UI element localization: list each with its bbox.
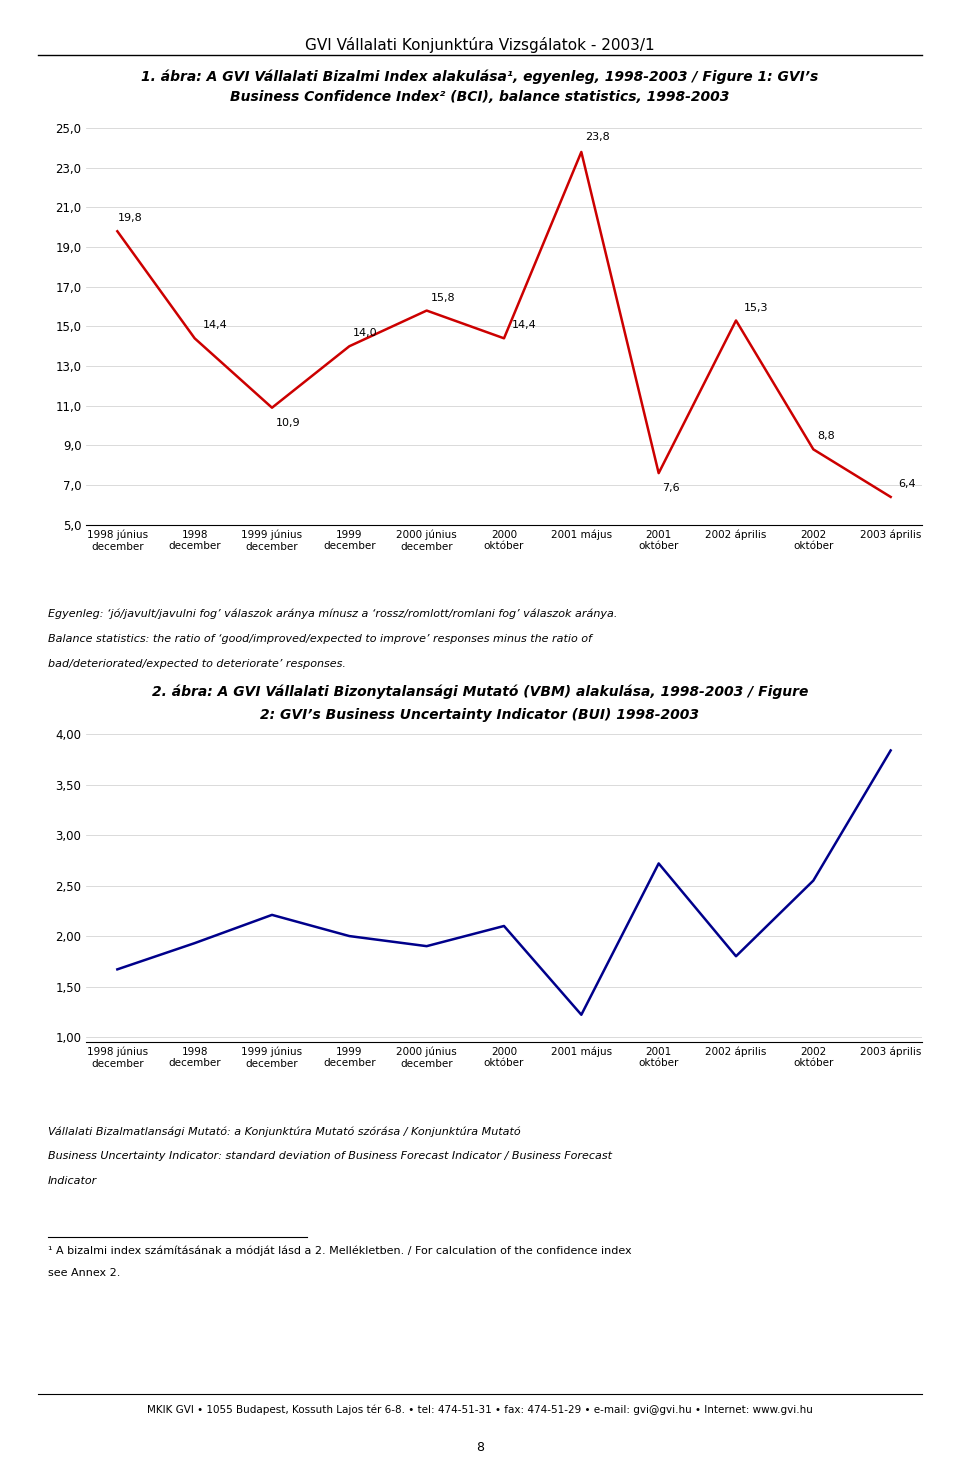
Text: 14,0: 14,0 <box>353 328 378 338</box>
Text: 7,6: 7,6 <box>662 483 680 494</box>
Text: 14,4: 14,4 <box>512 321 537 331</box>
Text: 1. ábra: A GVI Vállalati Bizalmi Index alakulása¹, egyenleg, 1998-2003 / Figure : 1. ábra: A GVI Vállalati Bizalmi Index a… <box>141 69 819 84</box>
Text: 2. ábra: A GVI Vállalati Bizonytalansági Mutató (VBM) alakulása, 1998-2003 / Fig: 2. ábra: A GVI Vállalati Bizonytalansági… <box>152 684 808 699</box>
Text: bad/deteriorated/expected to deteriorate’ responses.: bad/deteriorated/expected to deteriorate… <box>48 659 346 670</box>
Text: 15,3: 15,3 <box>744 303 768 312</box>
Text: 15,8: 15,8 <box>430 293 455 303</box>
Text: GVI Vállalati Konjunktúra Vizsgálatok - 2003/1: GVI Vállalati Konjunktúra Vizsgálatok - … <box>305 37 655 53</box>
Text: Business Confidence Index² (BCI), balance statistics, 1998-2003: Business Confidence Index² (BCI), balanc… <box>230 90 730 103</box>
Text: 8,8: 8,8 <box>817 432 835 442</box>
Text: 2: GVI’s Business Uncertainty Indicator (BUI) 1998-2003: 2: GVI’s Business Uncertainty Indicator … <box>260 708 700 721</box>
Text: see Annex 2.: see Annex 2. <box>48 1268 120 1278</box>
Text: Business Uncertainty Indicator: standard deviation of Business Forecast Indicato: Business Uncertainty Indicator: standard… <box>48 1151 612 1162</box>
Text: ¹ A bizalmi index számításának a módját lásd a 2. Mellékletben. / For calculatio: ¹ A bizalmi index számításának a módját … <box>48 1246 632 1256</box>
Text: 23,8: 23,8 <box>586 132 610 142</box>
Text: 10,9: 10,9 <box>276 418 300 427</box>
Text: MKIK GVI • 1055 Budapest, Kossuth Lajos tér 6-8. • tel: 474-51-31 • fax: 474-51-: MKIK GVI • 1055 Budapest, Kossuth Lajos … <box>147 1404 813 1414</box>
Text: Indicator: Indicator <box>48 1176 97 1187</box>
Text: Balance statistics: the ratio of ‘good/improved/expected to improve’ responses m: Balance statistics: the ratio of ‘good/i… <box>48 634 592 644</box>
Text: Vállalati Bizalmatlansági Mutató: a Konjunktúra Mutató szórása / Konjunktúra Mut: Vállalati Bizalmatlansági Mutató: a Konj… <box>48 1126 520 1137</box>
Text: Egyenleg: ‘jó/javult/javulni fog’ válaszok aránya mínusz a ‘rossz/romlott/romlan: Egyenleg: ‘jó/javult/javulni fog’ válasz… <box>48 609 617 619</box>
Text: 6,4: 6,4 <box>899 479 916 489</box>
Text: 14,4: 14,4 <box>203 321 228 331</box>
Text: 8: 8 <box>476 1441 484 1454</box>
Text: 19,8: 19,8 <box>117 213 142 223</box>
